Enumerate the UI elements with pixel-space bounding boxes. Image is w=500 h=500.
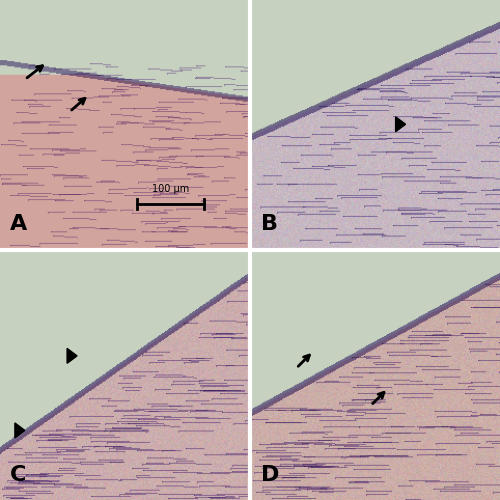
Polygon shape	[15, 423, 25, 438]
Polygon shape	[396, 117, 406, 132]
Text: 100 μm: 100 μm	[152, 184, 189, 194]
Text: B: B	[262, 214, 278, 234]
Text: C: C	[10, 465, 26, 485]
Text: A: A	[10, 214, 27, 234]
Polygon shape	[67, 348, 77, 364]
Text: D: D	[262, 465, 280, 485]
